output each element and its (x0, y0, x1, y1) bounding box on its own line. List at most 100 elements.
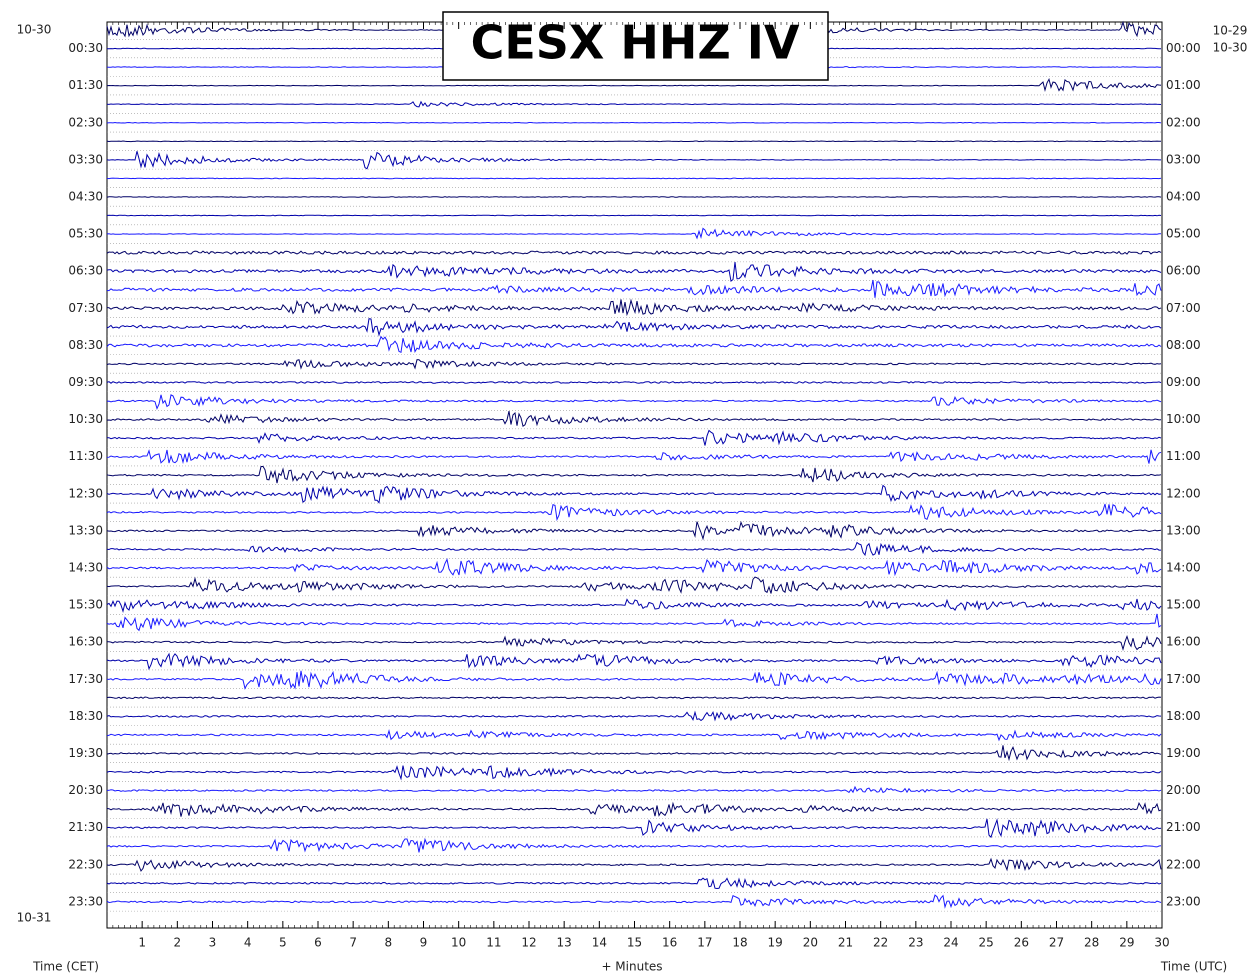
right-time-label: 20:00 (1166, 783, 1201, 797)
x-tick-label: 22 (873, 936, 888, 950)
left-time-label: 17:30 (68, 672, 103, 686)
left-time-label: 02:30 (68, 115, 103, 129)
x-tick-label: 19 (768, 936, 783, 950)
trace (106, 745, 1162, 762)
trace (106, 250, 1162, 255)
x-tick-label: 9 (420, 936, 428, 950)
x-tick-label: 17 (697, 936, 712, 950)
left-date-top: 10-30 (17, 23, 52, 37)
trace (106, 335, 1162, 354)
x-tick-label: 11 (486, 936, 501, 950)
trace (106, 177, 1162, 180)
right-time-label: 03:00 (1166, 152, 1201, 166)
left-time-label: 15:30 (68, 598, 103, 612)
trace (106, 520, 1162, 541)
right-axis-label: Time (UTC) (1160, 960, 1227, 974)
trace (106, 877, 1162, 890)
trace (106, 140, 1161, 143)
left-time-label: 22:30 (68, 857, 103, 871)
left-date-bottom: 10-31 (17, 911, 52, 925)
x-tick-label: 27 (1049, 936, 1064, 950)
trace (106, 613, 1162, 632)
left-time-label: 13:30 (68, 523, 103, 537)
x-tick-label: 29 (1119, 936, 1134, 950)
right-time-label: 18:00 (1166, 709, 1201, 723)
right-time-label: 09:00 (1166, 375, 1201, 389)
x-tick-label: 21 (838, 936, 853, 950)
x-tick-label: 20 (803, 936, 818, 950)
trace (106, 121, 1162, 124)
left-time-label: 01:30 (68, 78, 103, 92)
right-time-label: 16:00 (1166, 635, 1201, 649)
x-tick-label: 25 (979, 936, 994, 950)
right-date-top: 10-29 (1213, 24, 1248, 38)
right-date-second: 10-30 (1213, 41, 1248, 55)
title-box (442, 11, 829, 81)
trace (106, 785, 1162, 794)
right-time-label: 02:00 (1166, 115, 1201, 129)
x-tick-label: 10 (451, 936, 466, 950)
right-time-label: 17:00 (1166, 672, 1201, 686)
x-tick-label: 30 (1154, 936, 1169, 950)
left-time-label: 10:30 (68, 412, 103, 426)
trace (106, 857, 1162, 872)
left-time-label: 14:30 (68, 560, 103, 574)
right-time-label: 19:00 (1166, 746, 1201, 760)
trace (106, 298, 1162, 317)
x-tick-label: 28 (1084, 936, 1099, 950)
trace (106, 652, 1162, 671)
right-time-label: 23:00 (1166, 894, 1201, 908)
right-time-label: 00:00 (1166, 41, 1201, 55)
left-time-label: 07:30 (68, 301, 103, 315)
left-time-label: 04:30 (68, 189, 103, 203)
trace (106, 394, 1162, 410)
trace (106, 801, 1162, 817)
x-tick-label: 6 (314, 936, 322, 950)
trace (106, 214, 1162, 217)
x-tick-label: 23 (908, 936, 923, 950)
right-time-label: 22:00 (1166, 857, 1201, 871)
left-time-label: 20:30 (68, 783, 103, 797)
right-time-label: 05:00 (1166, 227, 1201, 241)
trace (106, 634, 1162, 652)
trace (106, 318, 1162, 337)
trace (106, 381, 1162, 384)
x-tick-label: 2 (174, 936, 182, 950)
x-tick-label: 15 (627, 936, 642, 950)
trace (106, 196, 1162, 198)
trace (106, 449, 1162, 465)
left-time-label: 12:30 (68, 486, 103, 500)
x-axis-label: + Minutes (601, 960, 662, 974)
trace (106, 728, 1162, 742)
right-time-label: 01:00 (1166, 78, 1201, 92)
left-time-label: 00:30 (68, 41, 103, 55)
left-time-label: 03:30 (68, 152, 103, 166)
x-tick-label: 18 (732, 936, 747, 950)
right-time-label: 13:00 (1166, 523, 1201, 537)
trace (106, 837, 1162, 853)
left-time-label: 09:30 (68, 375, 103, 389)
trace (106, 429, 1162, 446)
x-tick-label: 16 (662, 936, 677, 950)
trace (106, 77, 1162, 93)
x-tick-label: 8 (385, 936, 393, 950)
trace (106, 576, 1162, 594)
trace (106, 359, 1162, 370)
title: CESX HHZ IV (471, 16, 800, 70)
trace (106, 410, 1162, 428)
right-time-label: 07:00 (1166, 301, 1201, 315)
left-time-label: 21:30 (68, 820, 103, 834)
trace (106, 670, 1162, 690)
left-time-label: 23:30 (68, 894, 103, 908)
x-tick-label: 26 (1014, 936, 1029, 950)
left-time-label: 05:30 (68, 227, 103, 241)
trace (106, 818, 1162, 839)
left-time-label: 08:30 (68, 338, 103, 352)
trace (106, 598, 1162, 614)
trace (106, 227, 1161, 240)
trace (106, 465, 1162, 484)
left-time-label: 18:30 (68, 709, 103, 723)
left-time-label: 19:30 (68, 746, 103, 760)
trace (106, 710, 1162, 722)
x-tick-label: 3 (209, 936, 217, 950)
